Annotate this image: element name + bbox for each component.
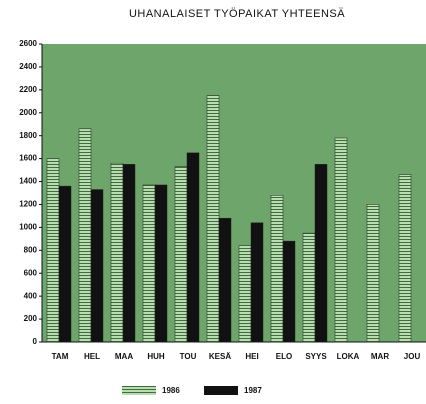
x-tick-label: MAA <box>115 352 133 361</box>
x-tick-label: ELO <box>276 352 292 361</box>
x-tick-label: HUH <box>147 352 165 361</box>
bar <box>218 217 232 343</box>
bar <box>282 240 296 343</box>
bar <box>174 166 188 343</box>
bar <box>154 184 168 343</box>
bar <box>250 222 264 343</box>
y-tick-label: 600 <box>24 268 38 277</box>
y-tick-label: 400 <box>24 291 38 300</box>
x-tick-label: MAR <box>371 352 389 361</box>
x-tick-label: TOU <box>180 352 197 361</box>
plot-background <box>42 44 426 342</box>
bar <box>78 128 92 343</box>
y-tick-label: 1800 <box>19 131 37 140</box>
bar <box>58 185 72 343</box>
legend-label: 1986 <box>162 386 180 395</box>
y-tick-label: 1400 <box>19 177 37 186</box>
x-tick-label: HEI <box>245 352 258 361</box>
x-tick-label: KESÄ <box>209 352 231 361</box>
y-tick-label: 1000 <box>19 222 37 231</box>
legend-label: 1987 <box>244 386 262 395</box>
bar <box>110 162 124 343</box>
y-tick-label: 2200 <box>19 85 37 94</box>
bar <box>334 137 348 343</box>
y-tick-label: 1600 <box>19 154 37 163</box>
bar <box>122 164 136 343</box>
bar <box>90 189 104 343</box>
y-tick-label: 200 <box>24 314 38 323</box>
bar <box>398 174 412 343</box>
bar <box>302 232 316 343</box>
chart-title: UHANALAISET TYÖPAIKAT YHTEENSÄ <box>129 8 345 20</box>
x-tick-label: JOU <box>404 352 421 361</box>
y-tick-label: 2600 <box>19 39 37 48</box>
x-tick-label: HEL <box>84 352 100 361</box>
y-tick-label: 800 <box>24 245 38 254</box>
bar <box>270 195 284 343</box>
legend-swatch <box>204 386 238 395</box>
legend-swatch <box>122 386 156 395</box>
y-tick-label: 2400 <box>19 62 37 71</box>
y-tick-label: 2000 <box>19 108 37 117</box>
bar <box>366 204 380 343</box>
bar <box>186 152 200 343</box>
y-tick-label: 0 <box>33 337 38 346</box>
x-tick-label: LOKA <box>337 352 360 361</box>
bar <box>206 95 220 343</box>
x-tick-label: SYYS <box>305 352 327 361</box>
x-tick-label: TAM <box>52 352 69 361</box>
y-tick-label: 1200 <box>19 200 37 209</box>
bar <box>142 184 156 343</box>
bar <box>314 164 328 343</box>
bar <box>46 158 60 343</box>
bar <box>238 245 252 343</box>
